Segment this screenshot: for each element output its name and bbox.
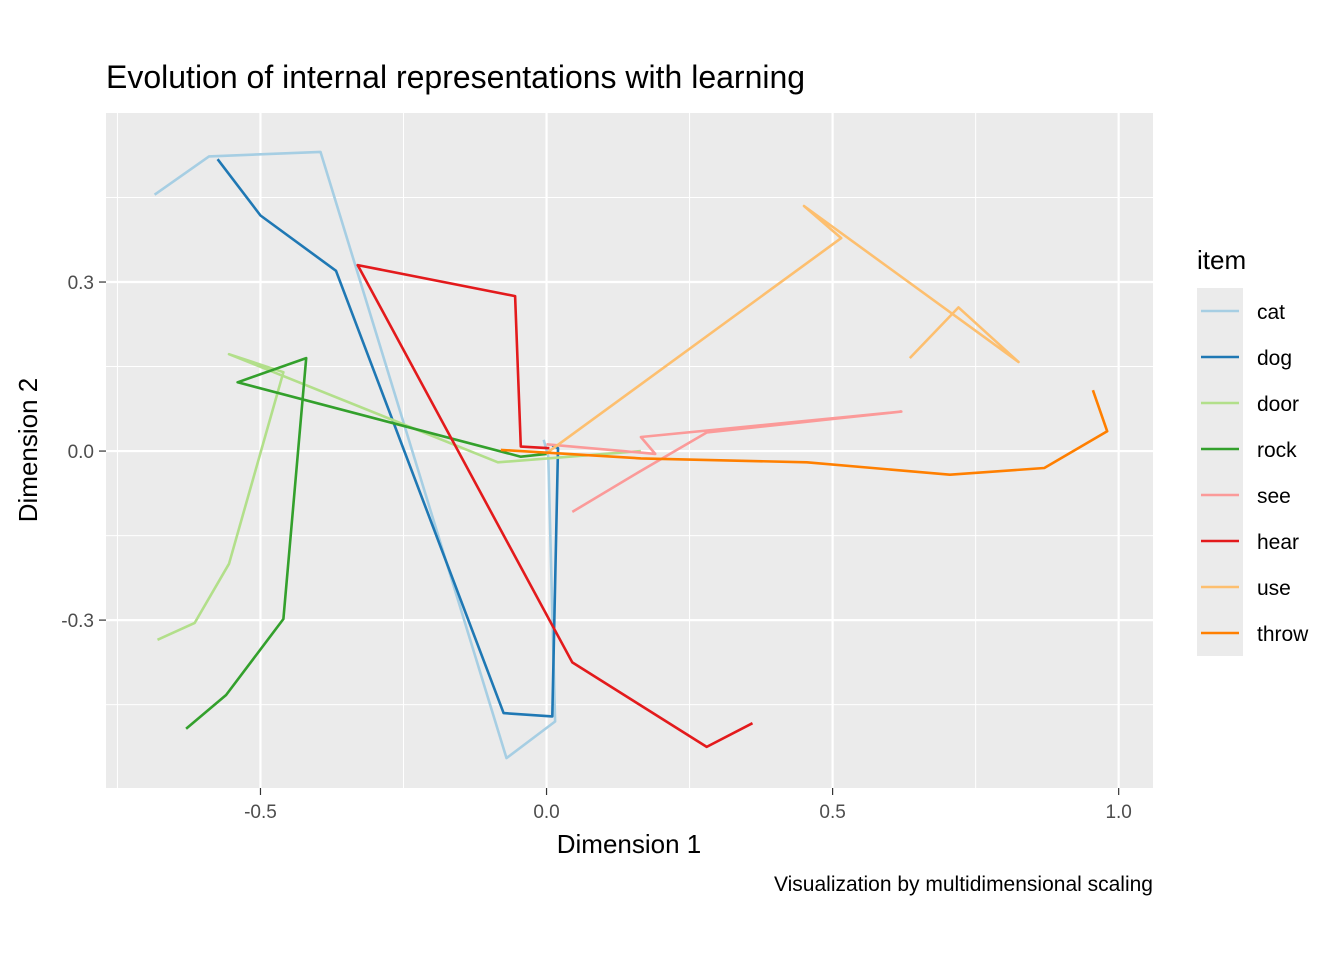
series-lines xyxy=(153,150,1109,760)
x-axis: -0.5 0.0 0.5 1.0 xyxy=(244,788,1132,823)
x-tick-label: -0.5 xyxy=(244,802,277,823)
y-axis: -0.3 0.0 0.3 xyxy=(61,273,106,632)
x-tick-label: 0.0 xyxy=(533,802,559,823)
legend-label-see: see xyxy=(1257,485,1291,508)
series-line-dog xyxy=(216,158,560,718)
series-line-hear xyxy=(356,263,754,749)
legend: item cat dog door rock see hear use throw xyxy=(1197,245,1309,656)
x-axis-title: Dimension 1 xyxy=(557,829,702,859)
legend-label-dog: dog xyxy=(1257,347,1292,370)
y-axis-title: Dimension 2 xyxy=(13,378,43,523)
y-tick-label: 0.3 xyxy=(68,273,94,294)
caption: Visualization by multidimensional scalin… xyxy=(774,873,1153,896)
legend-label-cat: cat xyxy=(1257,301,1285,324)
series-line-throw xyxy=(500,389,1109,477)
series-line-cat xyxy=(153,150,557,760)
legend-label-door: door xyxy=(1257,393,1299,416)
legend-label-use: use xyxy=(1257,577,1291,600)
series-line-use xyxy=(545,204,1020,455)
series-line-see xyxy=(546,410,903,514)
legend-label-throw: throw xyxy=(1257,623,1309,646)
y-tick-label: 0.0 xyxy=(68,442,94,463)
x-tick-label: 0.5 xyxy=(819,802,845,823)
legend-items: cat dog door rock see hear use throw xyxy=(1201,301,1309,646)
legend-label-rock: rock xyxy=(1257,439,1297,462)
chart-title: Evolution of internal representations wi… xyxy=(106,59,805,95)
legend-key-background xyxy=(1197,288,1243,656)
x-tick-label: 1.0 xyxy=(1105,802,1131,823)
series-line-door xyxy=(156,352,642,641)
legend-label-hear: hear xyxy=(1257,531,1299,554)
series-line-rock xyxy=(185,356,547,730)
y-tick-label: -0.3 xyxy=(61,611,94,632)
legend-title: item xyxy=(1197,245,1246,275)
